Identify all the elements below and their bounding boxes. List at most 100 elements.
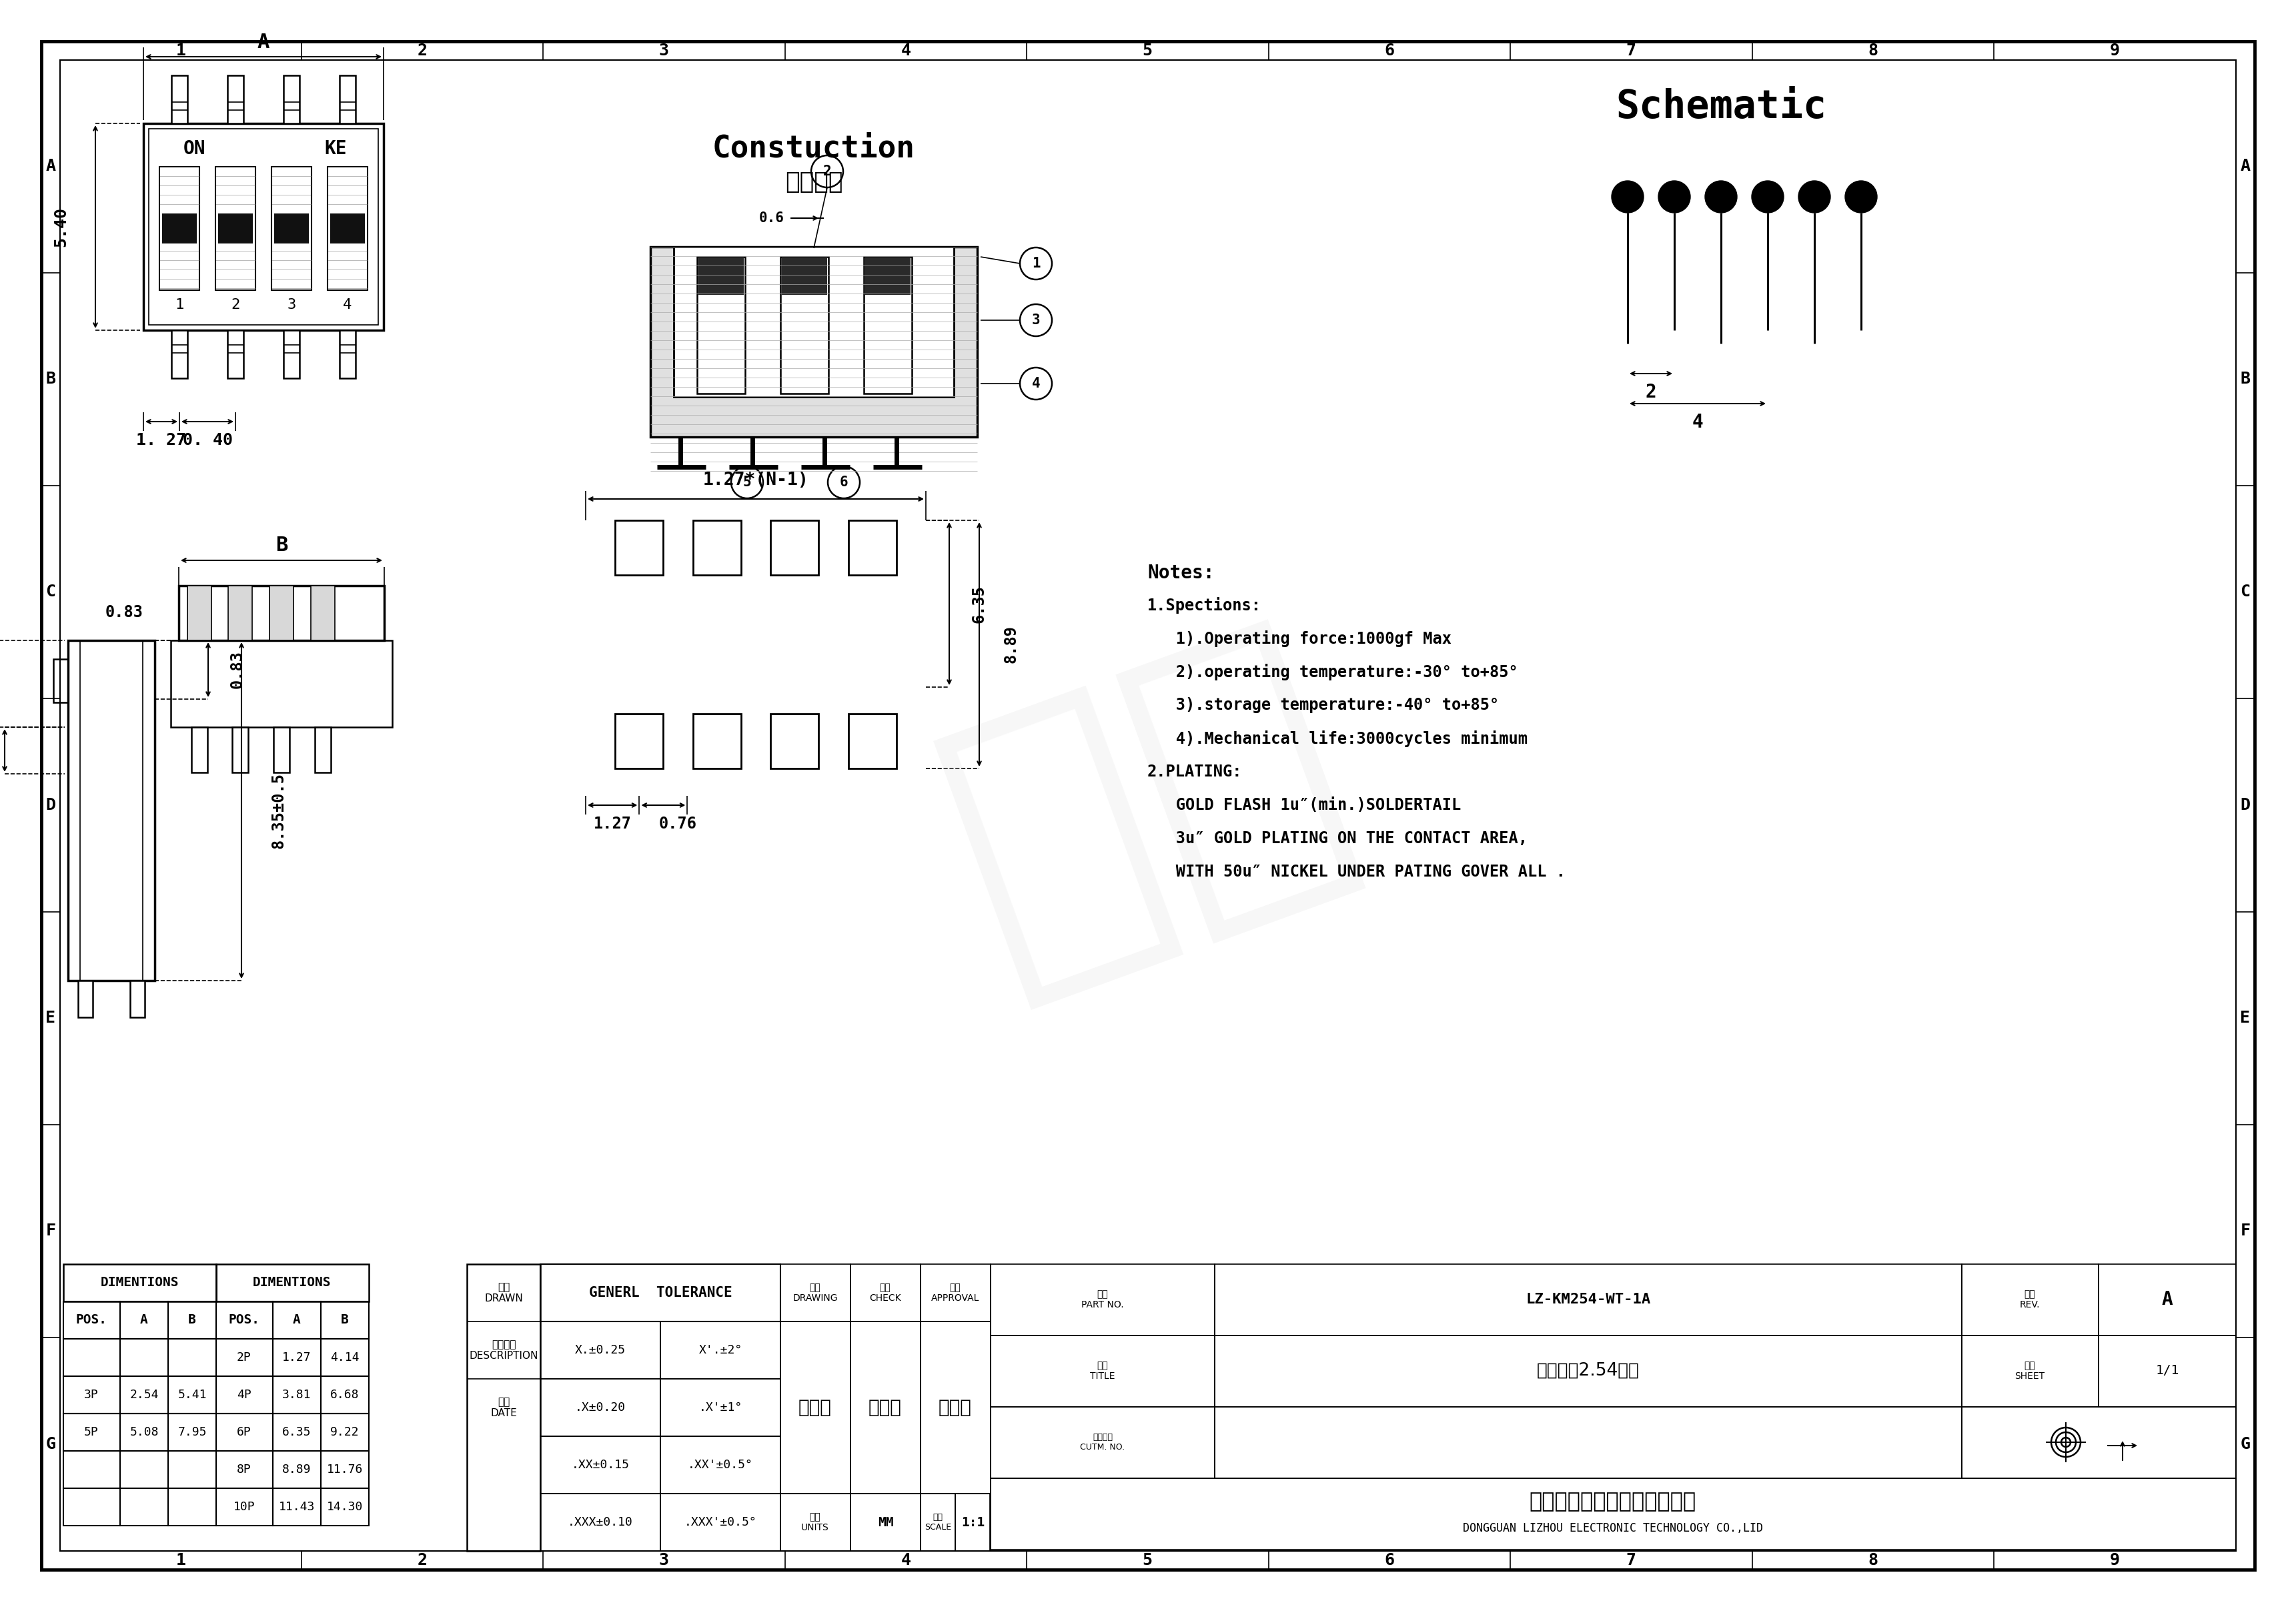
Text: 1: 1 [1031,256,1040,271]
Text: 11.76: 11.76 [326,1463,363,1476]
Bar [781,256,829,393]
Bar [227,330,243,379]
Bar [64,1265,216,1302]
Bar [321,1339,370,1376]
Bar [216,1265,370,1302]
Bar [216,1376,273,1413]
Text: A: A [140,1315,147,1326]
Bar [170,641,393,727]
Bar [273,727,289,773]
Bar [191,727,207,773]
Bar [321,1489,370,1526]
Text: GENERL  TOLERANCE: GENERL TOLERANCE [588,1286,732,1300]
Text: 2: 2 [1646,383,1655,401]
Bar [172,330,188,379]
Bar [698,256,746,393]
Text: 6.35: 6.35 [282,1426,312,1439]
Bar [990,1336,1215,1406]
Text: .XX'±0.5°: .XX'±0.5° [689,1460,753,1471]
Bar [64,1302,119,1339]
Bar [168,1376,216,1413]
Bar [179,586,383,641]
Bar [149,129,379,325]
Text: 4P: 4P [236,1389,250,1402]
Text: 2: 2 [418,43,427,58]
Text: B: B [276,536,287,556]
Bar [661,1379,781,1437]
Bar [466,1265,540,1551]
Bar [131,981,145,1017]
Bar [540,1379,661,1437]
Text: 2: 2 [232,298,239,311]
Text: A: A [2241,158,2250,174]
Bar [781,1493,850,1551]
Bar [340,76,356,124]
Bar [331,214,365,243]
Text: 1.27: 1.27 [282,1352,312,1363]
Bar [273,1413,321,1452]
Bar [168,1302,216,1339]
Text: 陈万财: 陈万财 [799,1398,831,1418]
Text: 金成微: 金成微 [868,1398,902,1418]
Text: 版本
REV.: 版本 REV. [2020,1289,2041,1310]
Bar [866,258,912,295]
Bar [119,1376,168,1413]
Text: 3u″ GOLD PLATING ON THE CONTACT AREA,: 3u″ GOLD PLATING ON THE CONTACT AREA, [1148,831,1527,846]
Text: 6.68: 6.68 [331,1389,360,1402]
Text: 6: 6 [1384,43,1394,58]
Bar [1215,1406,1961,1479]
Text: 5.40: 5.40 [53,206,69,246]
Bar [64,1489,119,1526]
Bar [921,1493,990,1551]
Bar [781,1321,850,1493]
Text: .XXX'±0.5°: .XXX'±0.5° [684,1516,758,1529]
Text: 3).storage temperature:-40° to+85°: 3).storage temperature:-40° to+85° [1148,698,1499,714]
Text: 5.08: 5.08 [129,1426,158,1439]
Text: 客户料号
CUTM. NO.: 客户料号 CUTM. NO. [1079,1432,1125,1452]
Text: 5: 5 [1143,1553,1153,1568]
Bar [615,520,664,575]
Text: C: C [2241,583,2250,599]
Bar [216,1452,273,1489]
Bar [321,1452,370,1489]
Bar [321,1376,370,1413]
Text: MM: MM [877,1516,893,1529]
Bar [282,76,298,124]
Text: X'.±2°: X'.±2° [698,1344,742,1356]
Text: F: F [2241,1223,2250,1239]
Text: .XX±0.15: .XX±0.15 [572,1460,629,1471]
Bar [273,1489,321,1526]
Text: 7.95: 7.95 [177,1426,207,1439]
Bar [321,1302,370,1339]
Text: 7: 7 [1626,1553,1637,1568]
Text: 拨码开关2.54贴片: 拨码开关2.54贴片 [1536,1363,1639,1379]
Text: 5.41: 5.41 [177,1389,207,1402]
Bar [1961,1406,2236,1479]
Text: 0.83: 0.83 [106,604,142,620]
Bar [340,330,356,379]
Text: ON: ON [184,140,207,158]
Bar [119,1339,168,1376]
Text: B: B [46,371,55,387]
Bar [168,1413,216,1452]
Text: 1: 1 [174,298,184,311]
Bar [273,214,310,243]
Bar [218,214,253,243]
Bar [850,1321,921,1493]
Text: E: E [2241,1010,2250,1026]
Bar [216,168,255,290]
Text: 1.27: 1.27 [592,815,631,831]
Text: 利洲: 利洲 [912,591,1384,1020]
Bar [158,168,200,290]
Text: X.±0.25: X.±0.25 [574,1344,627,1356]
Bar [64,1452,119,1489]
Bar [921,1493,955,1551]
Text: 4: 4 [900,1553,912,1568]
Circle shape [1658,180,1690,213]
Text: LZ-KM254-WT-1A: LZ-KM254-WT-1A [1527,1292,1651,1307]
Text: 1: 1 [177,1553,186,1568]
Text: 9: 9 [2110,43,2119,58]
Text: 0.83: 0.83 [230,651,246,690]
Text: D: D [46,797,55,814]
Text: Schematic: Schematic [1616,87,1825,126]
